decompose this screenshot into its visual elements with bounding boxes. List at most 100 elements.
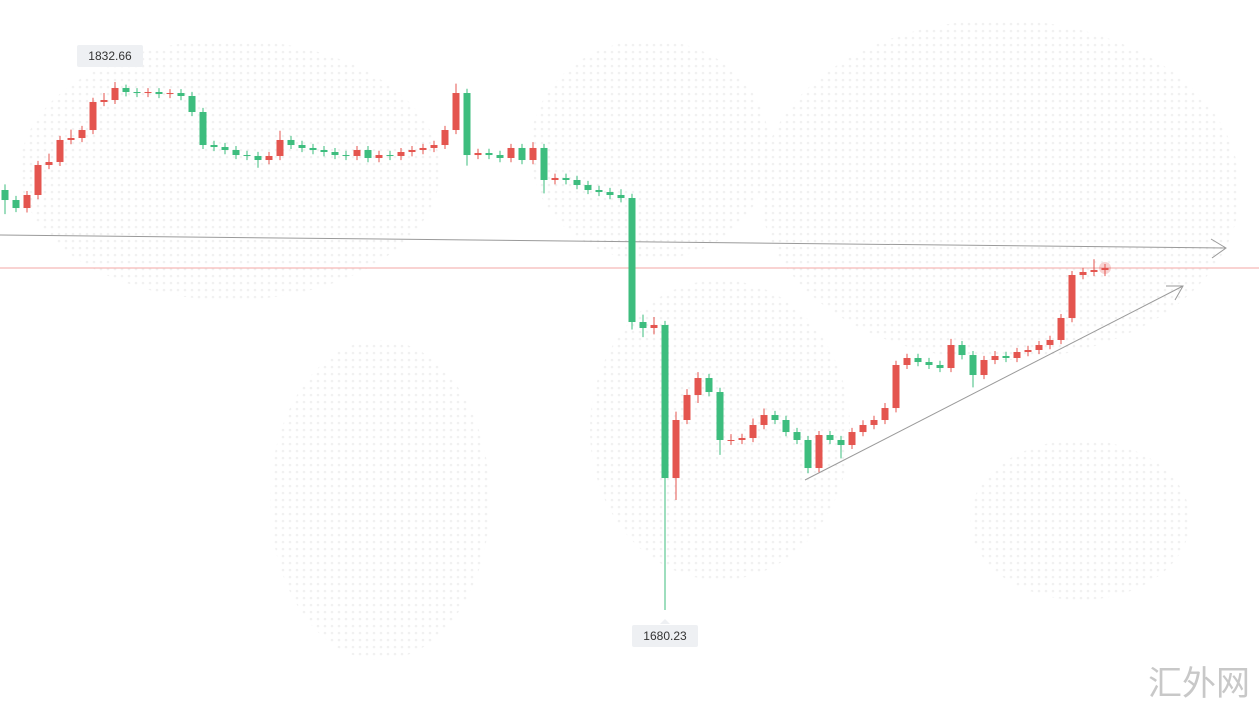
candle bbox=[45, 153, 53, 170]
candle bbox=[1090, 259, 1098, 277]
candle-body bbox=[639, 322, 647, 329]
watermark: 汇外网 bbox=[1148, 664, 1250, 704]
candle-body bbox=[958, 345, 966, 356]
candle-body bbox=[188, 95, 196, 112]
candle-body bbox=[320, 149, 328, 153]
candle bbox=[881, 402, 889, 425]
candle bbox=[749, 418, 757, 443]
candle bbox=[551, 173, 559, 185]
candle bbox=[804, 435, 812, 474]
candle-body bbox=[980, 360, 988, 376]
candle-body bbox=[221, 147, 229, 150]
candle bbox=[1101, 264, 1109, 277]
candle bbox=[1068, 270, 1076, 323]
candle bbox=[1046, 335, 1054, 350]
candle bbox=[925, 357, 933, 370]
candle-body bbox=[375, 155, 383, 158]
candle-body bbox=[276, 139, 284, 156]
candle-body bbox=[1079, 271, 1087, 276]
candle bbox=[716, 387, 724, 455]
candle-body bbox=[1057, 317, 1065, 340]
candle bbox=[353, 145, 361, 161]
candle-body bbox=[1035, 345, 1043, 351]
candle bbox=[23, 190, 31, 213]
candle bbox=[287, 135, 295, 150]
candle bbox=[1002, 351, 1010, 363]
candle-body bbox=[870, 420, 878, 425]
candle bbox=[1057, 313, 1065, 345]
candle-body bbox=[177, 93, 185, 96]
candle-body bbox=[738, 438, 746, 440]
candle bbox=[430, 140, 438, 153]
candle-body bbox=[452, 93, 460, 131]
candle bbox=[34, 160, 42, 200]
price-label: 1832.66 bbox=[88, 49, 132, 63]
candle bbox=[276, 130, 284, 161]
candle-body bbox=[573, 179, 581, 186]
candle bbox=[518, 143, 526, 165]
candle-body bbox=[89, 101, 97, 131]
candle-body bbox=[441, 130, 449, 146]
candle-body bbox=[166, 93, 174, 95]
candle bbox=[375, 150, 383, 163]
candle-body bbox=[1090, 270, 1098, 272]
candle-body bbox=[232, 149, 240, 156]
candle bbox=[661, 320, 669, 610]
candle bbox=[815, 431, 823, 473]
candle bbox=[826, 431, 834, 445]
candle-body bbox=[551, 178, 559, 180]
candle-body bbox=[1013, 352, 1021, 359]
candle bbox=[914, 353, 922, 367]
candle bbox=[100, 92, 108, 107]
candle bbox=[639, 314, 647, 338]
candle-body bbox=[617, 194, 625, 199]
candle bbox=[78, 125, 86, 143]
candle bbox=[386, 150, 394, 161]
candle bbox=[903, 353, 911, 370]
candle-body bbox=[936, 364, 944, 369]
candle-body bbox=[661, 324, 669, 479]
candle bbox=[111, 82, 119, 105]
candle bbox=[56, 135, 64, 167]
candle-body bbox=[45, 162, 53, 165]
candle bbox=[562, 173, 570, 185]
candle-body bbox=[353, 149, 361, 156]
candle-body bbox=[386, 155, 394, 157]
candle-body bbox=[1101, 268, 1109, 271]
candle-body bbox=[529, 147, 537, 161]
candle-body bbox=[155, 92, 163, 94]
candle-body bbox=[540, 147, 548, 180]
candle bbox=[144, 88, 152, 98]
candle-body bbox=[650, 324, 658, 329]
trend-lines bbox=[0, 234, 1227, 481]
candle bbox=[1013, 347, 1021, 363]
candle-body bbox=[144, 92, 152, 94]
candle bbox=[441, 125, 449, 150]
candle-body bbox=[23, 194, 31, 209]
candle bbox=[947, 338, 955, 373]
candle bbox=[496, 150, 504, 163]
candle bbox=[969, 351, 977, 388]
candle bbox=[243, 150, 251, 161]
arrow-head bbox=[1166, 285, 1184, 301]
candle bbox=[683, 389, 691, 425]
price-label-box bbox=[77, 45, 143, 67]
candle-body bbox=[749, 424, 757, 439]
candle bbox=[782, 415, 790, 437]
candle bbox=[793, 427, 801, 445]
candle bbox=[232, 145, 240, 160]
candle-body bbox=[34, 164, 42, 195]
candle bbox=[419, 143, 427, 155]
candle-body bbox=[408, 149, 416, 153]
candle-body bbox=[1046, 339, 1054, 346]
candle-body bbox=[903, 358, 911, 365]
candle bbox=[485, 148, 493, 160]
label-pointer bbox=[660, 619, 670, 624]
candle bbox=[617, 189, 625, 203]
candle bbox=[1, 184, 9, 215]
candle-body bbox=[78, 130, 86, 139]
candle-body bbox=[309, 147, 317, 150]
candle-body bbox=[848, 432, 856, 446]
candle bbox=[166, 89, 174, 99]
candle-body bbox=[595, 190, 603, 193]
